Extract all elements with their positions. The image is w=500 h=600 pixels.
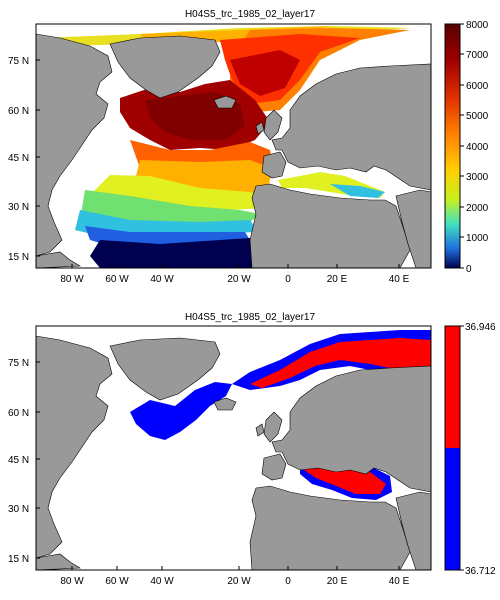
map-2: 75 N 60 N 45 N 30 N 15 N 80 W 60 W 40 W … [8,322,496,587]
lat-label: 30 N [8,504,29,515]
lon-label: 40 E [389,274,410,285]
colorbar-1-tick: 6000 [466,81,489,92]
map-2-lon-labels: 80 W 60 W 40 W 20 W 0 20 E 40 E [60,576,409,587]
lat-label: 45 N [8,153,29,164]
colorbar-1-tick: 5000 [466,111,489,122]
colorbar-2-min-label: 36.712 [465,566,496,577]
colorbar-1-tick: 3000 [466,172,489,183]
colorbar-1-tick: 8000 [466,20,489,31]
colorbar-2-bottom-class [445,448,460,570]
colorbar-1-tick: 1000 [466,233,489,244]
colorbar-1-tick: 2000 [466,203,489,214]
colorbar-2-max-label: 36.946 [465,322,496,333]
lat-label: 75 N [8,358,29,369]
map-2-title: H04S5_trc_1985_02_layer17 [184,312,316,323]
lat-label: 15 N [8,554,29,565]
lat-label: 75 N [8,56,29,67]
lon-label: 20 W [227,274,251,285]
map-1: 75 N 60 N 45 N 30 N 15 N 80 W 60 W 40 W … [8,20,489,285]
lon-label: 40 E [389,576,410,587]
map-1-lon-labels: 80 W 60 W 40 W 20 W 0 20 E 40 E [60,274,409,285]
lon-label: 80 W [60,274,84,285]
lat-label: 45 N [8,455,29,466]
colorbar-2-top-class [445,326,460,448]
map-2-land [35,335,432,571]
map-2-lat-labels: 75 N 60 N 45 N 30 N 15 N [8,358,29,565]
lon-label: 20 W [227,576,251,587]
lat-label: 30 N [8,202,29,213]
lon-label: 80 W [60,576,84,587]
lat-label: 60 N [8,408,29,419]
lon-label: 0 [285,274,291,285]
lat-label: 15 N [8,252,29,263]
lon-label: 40 W [150,576,174,587]
colorbar-2: 36.946 36.712 [444,322,496,577]
colorbar-1-tick: 4000 [466,142,489,153]
lon-label: 0 [285,576,291,587]
map-1-land [35,33,432,269]
colorbar-1-tick: 7000 [466,50,489,61]
lon-label: 60 W [105,576,129,587]
lon-label: 20 E [327,274,348,285]
map-1-frame [35,23,432,269]
map-1-title: H04S5_trc_1985_02_layer17 [184,9,316,20]
lat-label: 60 N [8,106,29,117]
colorbar-1-gradient [444,23,461,269]
lon-label: 60 W [105,274,129,285]
map-1-field [40,26,410,268]
map-2-frame [35,325,432,571]
map-1-lat-labels: 75 N 60 N 45 N 30 N 15 N [8,56,29,263]
colorbar-1-tick: 0 [466,264,472,275]
lon-label: 40 W [150,274,174,285]
lon-label: 20 E [327,576,348,587]
colorbar-1: 8000 7000 6000 5000 4000 3000 2000 1000 … [444,20,489,275]
